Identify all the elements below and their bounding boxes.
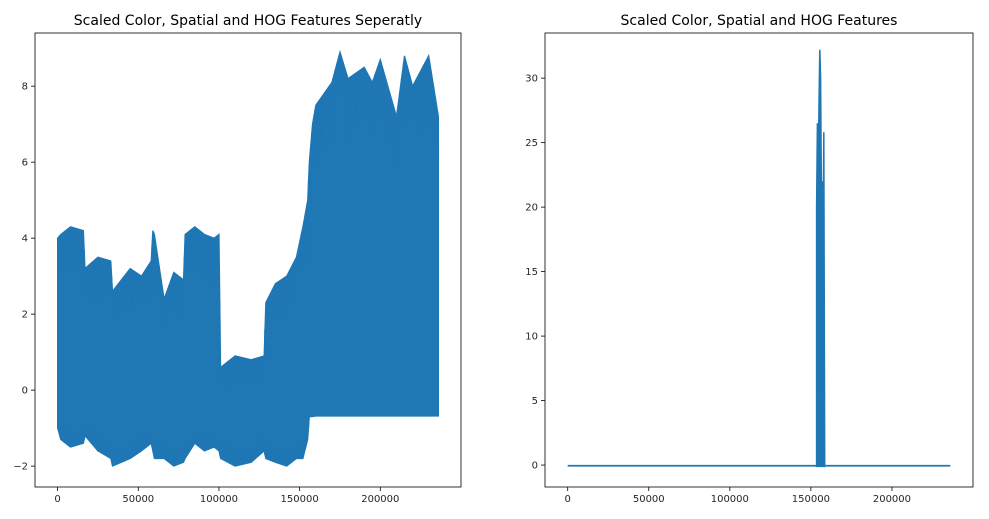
series-line-right (567, 49, 951, 468)
x-tick-label: 200000 (873, 494, 911, 505)
y-tick-label: 5 (532, 396, 538, 407)
axes-frame-left (34, 32, 462, 488)
x-tick-label: 0 (565, 494, 571, 505)
y-tick-label: 0 (22, 386, 28, 397)
x-tick-label: 50000 (633, 494, 665, 505)
x-tick-label: 100000 (200, 494, 238, 505)
y-tick-label: 25 (525, 138, 538, 149)
y-tick-label: 2 (22, 310, 28, 321)
y-tick-label: 6 (22, 158, 28, 169)
y-tick-label: 10 (525, 332, 538, 343)
x-tick-label: 0 (54, 494, 60, 505)
y-tick-label: 15 (525, 267, 538, 278)
y-tick-label: 8 (22, 82, 28, 93)
x-tick-label: 150000 (281, 494, 319, 505)
x-tick-label: 150000 (792, 494, 830, 505)
y-tick-label: 20 (525, 203, 538, 214)
series-band (56, 49, 439, 467)
chart-left: Scaled Color, Spatial and HOG Features S… (13, 13, 462, 505)
series-spike (815, 49, 826, 468)
x-tick-label: 50000 (122, 494, 154, 505)
y-tick-label: 4 (22, 234, 28, 245)
axes-frame-right (544, 32, 974, 488)
chart-title-right: Scaled Color, Spatial and HOG Features (621, 13, 898, 29)
x-tick-label: 100000 (711, 494, 749, 505)
y-tick-label: 30 (525, 74, 538, 85)
series-line-left (56, 49, 439, 467)
x-tick-label: 200000 (361, 494, 399, 505)
series-spikes (57, 55, 439, 466)
y-tick-label: −2 (13, 462, 28, 473)
chart-title-left: Scaled Color, Spatial and HOG Features S… (74, 13, 422, 29)
chart-right: Scaled Color, Spatial and HOG Features 0… (525, 13, 974, 505)
y-tick-label: 0 (532, 461, 538, 472)
